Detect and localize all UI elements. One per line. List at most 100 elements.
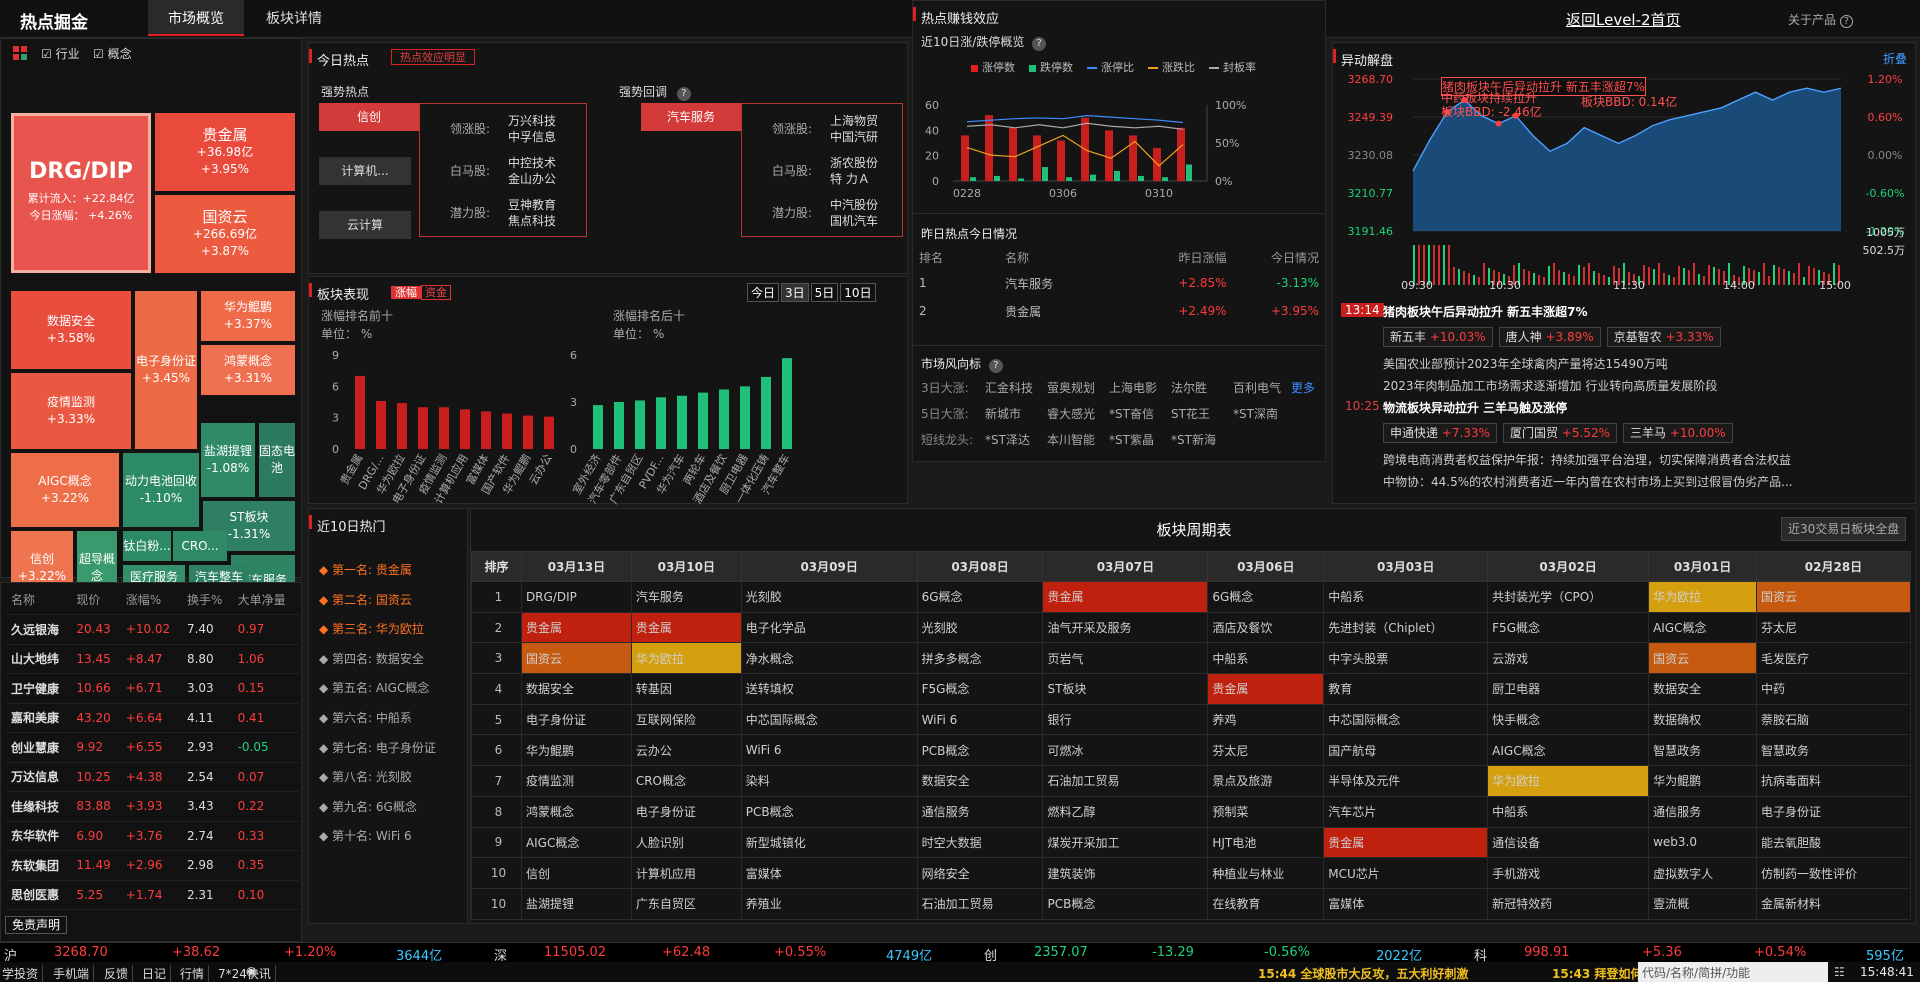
yesterday-row[interactable]: 1 汽车服务 +2.85% -3.13% [919, 269, 1319, 297]
cycle-cell[interactable]: 电子身份证 [630, 795, 742, 828]
status-item[interactable]: 日记 [142, 965, 172, 982]
settings-icon[interactable]: ☷ [1834, 965, 1845, 979]
intraday-annotation[interactable]: 板块BBD: 0.14亿 [1581, 95, 1678, 109]
cycle-cell[interactable]: 石油加工贸易 [916, 887, 1044, 920]
cycle-col-header[interactable]: 03月06日 [1207, 551, 1325, 582]
cycle-cell[interactable]: HJT电池 [1207, 826, 1325, 859]
cycle-cell[interactable]: 壹流概 [1648, 887, 1757, 920]
tab-gain[interactable]: 涨幅 [391, 286, 421, 299]
cycle-cell[interactable]: AIGC概念 [1487, 734, 1650, 767]
cycle-cell[interactable]: 养殖业 [740, 887, 918, 920]
treemap-tile[interactable]: 国资云 +266.69亿 +3.87% [155, 195, 295, 273]
news-title[interactable]: 猪肉板块午后异动拉升 新五丰涨超7% [1383, 305, 1588, 319]
cycle-cell[interactable]: AIGC概念 [1648, 611, 1757, 644]
fold-button[interactable]: 折叠 [1883, 52, 1908, 66]
hot10-rank-item[interactable]: ◆ 第七名: 电子身份证 [319, 739, 436, 756]
cycle-cell[interactable]: 煤炭开采加工 [1042, 826, 1209, 859]
robot-icon[interactable]: ◉ [246, 964, 257, 978]
cycle-cell[interactable]: 电子身份证 [520, 703, 632, 736]
cycle-cell[interactable]: 页岩气 [1042, 642, 1209, 675]
cycle-cell[interactable]: 数据安全 [916, 765, 1044, 797]
cycle-cell[interactable]: 手机游戏 [1487, 857, 1650, 889]
cycle-col-header[interactable]: 03月13日 [520, 551, 632, 582]
period-10d[interactable]: 10日 [840, 283, 876, 302]
cycle-cell[interactable]: 6G概念 [916, 581, 1044, 613]
cycle-cell[interactable]: 建筑装饰 [1042, 857, 1209, 889]
strong-tag-cloud[interactable]: 云计算 [319, 211, 411, 239]
cycle-cell[interactable]: 转基因 [630, 673, 742, 705]
hot10-rank-item[interactable]: ◆ 第一名: 贵金属 [319, 561, 412, 578]
cycle-cell[interactable]: 贵金属 [1042, 581, 1209, 613]
period-today[interactable]: 今日 [747, 283, 780, 302]
cycle-cell[interactable]: 银行 [1042, 703, 1209, 736]
stock-col-header[interactable]: 涨幅% [121, 585, 183, 615]
treemap-tile[interactable]: 数据安全 +3.58% [11, 291, 131, 369]
cycle-cell[interactable]: 芬太尼 [1755, 611, 1912, 644]
cycle-cell[interactable]: F5G概念 [1487, 611, 1650, 644]
cycle-cell[interactable]: ST板块 [1042, 673, 1209, 705]
hot10-rank-item[interactable]: ◆ 第四名: 数据安全 [319, 650, 424, 667]
wind-stock[interactable]: *ST紫晶 [1109, 433, 1154, 447]
wind-stock[interactable]: *ST奋信 [1109, 407, 1154, 421]
cycle-cell[interactable]: 可燃冰 [1042, 734, 1209, 767]
cycle-cell[interactable]: 贵金属 [1323, 826, 1489, 859]
intraday-annotation[interactable]: 中药板块持续拉升 [1441, 91, 1538, 105]
stock-row[interactable]: 嘉和美康 43.20 +6.64 4.11 0.41 [7, 703, 299, 733]
cycle-cell[interactable]: 华为鲲鹏 [520, 734, 632, 767]
cycle-cell[interactable]: 芬太尼 [1207, 734, 1325, 767]
cycle-col-header[interactable]: 02月28日 [1755, 551, 1912, 582]
detail-stock[interactable]: 中汽股份 [830, 198, 879, 212]
cycle-cell[interactable]: 国产航母 [1323, 734, 1489, 767]
index-name[interactable]: 创 [984, 949, 998, 964]
status-item[interactable]: 学投资 [2, 965, 44, 982]
cycle-cell[interactable]: 仿制药一致性评价 [1755, 857, 1912, 889]
cycle-cell[interactable]: 云办公 [630, 734, 742, 767]
level2-home-link[interactable]: 返回Level-2首页 [1566, 11, 1681, 29]
treemap-tile[interactable]: AIGC概念 +3.22% [11, 453, 119, 527]
cycle-cell[interactable]: WiFi 6 [916, 703, 1044, 736]
cycle-cell[interactable]: 广东自贸区 [630, 887, 742, 920]
hot10-rank-item[interactable]: ◆ 第二名: 国资云 [319, 591, 412, 608]
cycle-cell[interactable]: 信创 [520, 857, 632, 889]
wind-stock[interactable]: *ST深南 [1233, 407, 1278, 421]
stock-chip[interactable]: 新五丰 +10.03% [1383, 327, 1493, 347]
period-3d[interactable]: 3日 [781, 283, 809, 302]
status-news-2[interactable]: 15:43 拜登如何 [1552, 967, 1643, 981]
cycle-cell[interactable]: 种植业与林业 [1207, 857, 1325, 889]
cycle-cell[interactable]: 电子身份证 [1755, 795, 1912, 828]
stock-col-header[interactable]: 现价 [72, 585, 122, 615]
detail-stock[interactable]: 金山办公 [508, 172, 557, 186]
grid-icon[interactable] [13, 46, 27, 60]
cycle-cell[interactable]: PCB概念 [1042, 887, 1209, 920]
cycle-cell[interactable]: 送转填权 [740, 673, 918, 705]
cycle-cell[interactable]: 虚拟数字人 [1648, 857, 1757, 889]
cycle-cell[interactable]: PCB概念 [740, 795, 918, 828]
detail-stock[interactable]: 国机汽车 [830, 214, 879, 228]
detail-stock[interactable]: 焦点科技 [508, 214, 557, 228]
cycle-cell[interactable]: 半导体及元件 [1323, 765, 1489, 797]
cycle-cell[interactable]: 富媒体 [1323, 887, 1489, 920]
news-line[interactable]: 2023年肉制品加工市场需求逐渐增加 行业转向高质量发展阶段 [1383, 379, 1718, 393]
cycle-cell[interactable]: 养鸡 [1207, 703, 1325, 736]
cycle-cell[interactable]: 中芯国际概念 [740, 703, 918, 736]
treemap-tile[interactable]: CRO... [173, 531, 227, 561]
stock-row[interactable]: 万达信息 10.25 +4.38 2.54 0.07 [7, 762, 299, 792]
cycle-cell[interactable]: MCU芯片 [1323, 857, 1489, 889]
treemap-tile[interactable]: 华为鲲鹏 +3.37% [201, 291, 295, 341]
cycle-cell[interactable]: 新冠特效药 [1487, 887, 1650, 920]
cycle-cell[interactable]: 萘胺石脑 [1755, 703, 1912, 736]
wind-stock[interactable]: 百利电气 [1233, 381, 1282, 395]
cycle-cell[interactable]: 厨卫电器 [1487, 673, 1650, 705]
wind-stock[interactable]: *ST新海 [1171, 433, 1216, 447]
news-line[interactable]: 美国农业部预计2023年全球禽肉产量将达15490万吨 [1383, 357, 1668, 371]
status-news-1[interactable]: 15:44 全球股市大反攻，五大利好刺激 [1258, 967, 1469, 981]
stock-chip[interactable]: 三羊马 +10.00% [1623, 423, 1733, 443]
cycle-cell[interactable]: AIGC概念 [520, 826, 632, 859]
cycle-cell[interactable]: 华为欧拉 [1648, 581, 1757, 613]
tab-market-overview[interactable]: 市场概览 [148, 0, 244, 36]
cycle-cell[interactable]: F5G概念 [916, 673, 1044, 705]
stock-chip[interactable]: 京基智农 +3.33% [1606, 327, 1721, 347]
hot10-rank-item[interactable]: ◆ 第五名: AIGC概念 [319, 679, 429, 696]
cycle-cell[interactable]: 光刻胶 [740, 581, 918, 613]
cycle-cell[interactable]: 能去氧胆酸 [1755, 826, 1912, 859]
